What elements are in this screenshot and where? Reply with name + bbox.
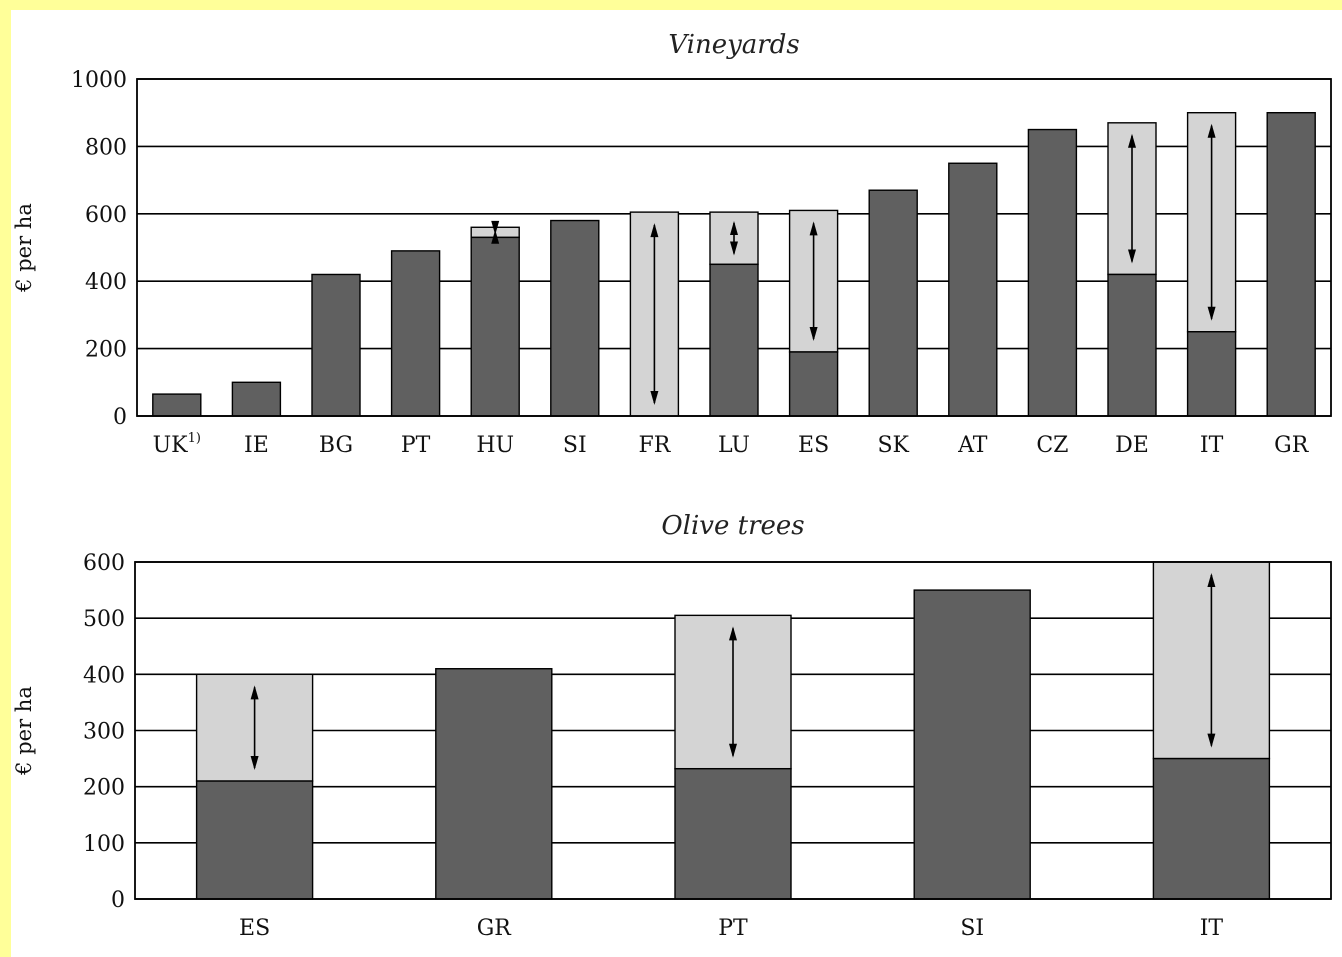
chart1-x-tick-label: UK1)	[153, 431, 201, 458]
chart2-arrowhead-up-pt	[729, 626, 737, 641]
chart1-y-tick-label: 600	[85, 203, 127, 228]
chart2-x-tick-label: IT	[1200, 916, 1224, 941]
chart1-x-tick-label: DE	[1115, 433, 1149, 458]
chart2-y-tick-label: 0	[111, 888, 125, 913]
chart1-y-tick-label: 800	[85, 135, 127, 160]
chart2-x-tick-label: SI	[960, 916, 984, 941]
chart2-bar-si	[913, 589, 1031, 900]
chart2-plot-frame	[134, 561, 1332, 900]
chart1-arrowhead-down-hu	[491, 220, 500, 235]
chart1-arrowhead-up-lu	[730, 220, 738, 235]
chart1-bar-uk	[152, 393, 202, 417]
chart2-y-tick-label: 100	[83, 832, 125, 857]
chart1-bar-it	[1186, 331, 1237, 417]
chart2-arrowhead-up-it	[1207, 573, 1216, 587]
chart2-x-tick-label: ES	[239, 916, 270, 941]
chart2-bar-it	[1152, 757, 1271, 900]
chart1-y-tick-label: 1000	[71, 68, 127, 93]
chart1-x-tick-label: FR	[638, 433, 671, 458]
chart1-bar-sk	[868, 189, 918, 417]
chart1-y-tick-label: 0	[113, 405, 127, 430]
chart1-arrowhead-down-lu	[730, 241, 738, 256]
chart1-arrowhead-up-fr	[650, 223, 659, 238]
chart2-y-tick-label: 600	[83, 551, 125, 576]
chart1-bar-bg	[311, 273, 361, 417]
chart1-bar-de	[1107, 273, 1157, 417]
chart1-arrowhead-down-de	[1128, 249, 1136, 264]
chart-panel: Vineyards € per ha 0 200 400 600 800 1000 UK1) IE…	[11, 10, 1342, 957]
chart1-bar-lu	[709, 263, 759, 417]
chart1-x-tick-label: HU	[476, 433, 514, 458]
chart2-arrowhead-down-es	[250, 756, 259, 771]
chart1-arrowhead-up-hu	[491, 229, 500, 244]
chart1-bar-at	[948, 162, 998, 417]
chart1-x-tick-label: SK	[877, 433, 909, 458]
chart1-x-tick-label: BG	[319, 433, 353, 458]
chart2-arrowhead-down-pt	[729, 743, 737, 758]
chart1-bar-cz	[1027, 128, 1078, 417]
chart2-y-tick-label: 200	[83, 776, 125, 801]
chart1-y-tick-label: 200	[85, 338, 127, 363]
chart1-x-tick-label: CZ	[1036, 433, 1068, 458]
chart1-arrowhead-up-es	[809, 221, 818, 236]
chart1-arrowhead-down-es	[809, 326, 818, 341]
chart1-arrowhead-down-fr	[650, 391, 659, 405]
chart1-x-tick-label: AT	[957, 433, 988, 458]
chart1-arrowhead-up-de	[1128, 133, 1136, 148]
chart2-y-tick-label: 500	[83, 607, 125, 632]
chart2-bar-gr	[435, 668, 553, 900]
chart1-x-tick-label: IT	[1200, 433, 1224, 458]
chart2-y-tick-label: 300	[83, 720, 125, 745]
chart1-x-tick-label: GR	[1274, 433, 1310, 458]
chart1-x-tick-label: LU	[718, 433, 750, 458]
chart1-plot-frame	[136, 78, 1332, 417]
chart1-x-tick-label: IE	[244, 433, 269, 458]
chart1-arrowhead-down-it	[1207, 306, 1216, 321]
chart1-bar-gr	[1266, 111, 1316, 417]
chart2-title: Olive trees	[661, 511, 804, 541]
chart1-x-tick-label: ES	[798, 433, 829, 458]
chart1-y-axis-label: € per ha	[12, 203, 36, 293]
chart1-bar-ie	[231, 381, 282, 417]
chart1-bar-hu	[470, 236, 520, 417]
chart1-x-tick-label: SI	[563, 433, 587, 458]
chart2-x-tick-label: PT	[718, 916, 748, 941]
chart2-x-tick-label: GR	[477, 916, 513, 941]
chart2-y-axis-label: € per ha	[12, 686, 36, 776]
chart2-y-tick-label: 400	[83, 663, 125, 688]
chart2-bar-es	[195, 780, 314, 900]
chart2-bar-pt	[674, 767, 792, 900]
chart2-arrowhead-up-es	[250, 685, 259, 700]
chart1-bar-si	[550, 219, 600, 417]
chart1-arrowhead-up-it	[1207, 123, 1216, 138]
chart1-bar-pt	[390, 250, 441, 417]
chart1-title: Vineyards	[668, 30, 799, 60]
chart1-y-tick-label: 400	[85, 270, 127, 295]
chart2-arrowhead-down-it	[1207, 733, 1216, 748]
chart1-x-tick-label: PT	[401, 433, 431, 458]
chart1-bar-es	[788, 351, 839, 417]
chart1-footnote-marker: 1)	[188, 431, 201, 446]
